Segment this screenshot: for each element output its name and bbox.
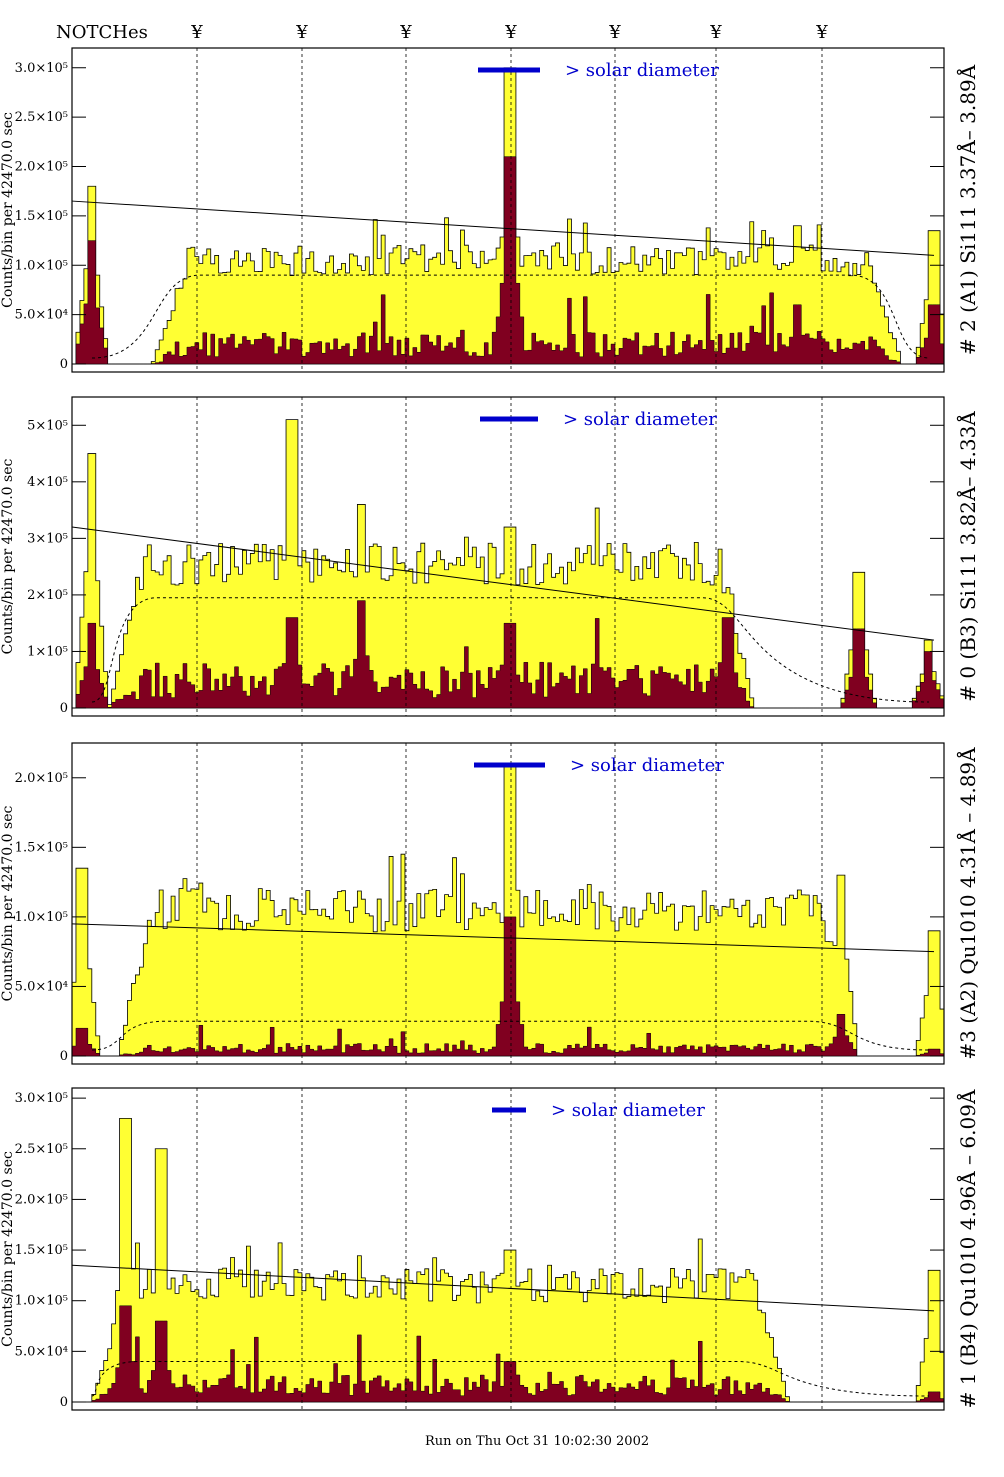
panel-label: #3 (A2) Qu1010 4.31Å – 4.89Å [955, 747, 980, 1060]
y-tick-label: 5.0×10⁴ [15, 979, 68, 994]
total-counts-histogram [71, 763, 945, 1057]
y-axis-label: Counts/bin per 42470.0 sec [0, 806, 16, 1002]
model-dashed-curve [91, 597, 930, 703]
y-tick-label: 3.0×10⁵ [15, 61, 68, 76]
trend-line [71, 200, 935, 256]
notch-marker-3: ¥ [399, 22, 412, 43]
y-tick-label: 2.5×10⁵ [15, 1142, 68, 1157]
notch-marker-2: ¥ [295, 22, 308, 43]
subset-counts-histogram [72, 156, 945, 365]
notch-marker-7: ¥ [815, 22, 828, 43]
model-dashed-curve [91, 1360, 930, 1397]
y-tick-label: 1×10⁵ [27, 644, 68, 659]
model-dashed-curve [91, 274, 930, 359]
y-tick-label: 1.0×10⁵ [15, 910, 68, 925]
y-axis-label: Counts/bin per 42470.0 sec [0, 459, 16, 655]
y-tick-label: 0 [60, 357, 68, 372]
trend-line [71, 526, 935, 641]
plot-frame [71, 742, 945, 1065]
subset-counts-histogram [72, 600, 945, 709]
notch-marker-5: ¥ [608, 22, 621, 43]
plot-frame [71, 1087, 945, 1411]
plot-frame [71, 47, 945, 373]
y-axis-label: Counts/bin per 42470.0 sec [0, 112, 16, 308]
y-tick-label: 1.5×10⁵ [15, 209, 68, 224]
y-tick-label: 5×10⁵ [27, 418, 68, 433]
y-tick-label: 1.0×10⁵ [15, 258, 68, 273]
y-tick-label: 1.0×10⁵ [15, 1294, 68, 1309]
panel-3: 0 5.0×10⁴ 1.0×10⁵ 1.5×10⁵ 2.0×10⁵ Counts/bin … [0, 742, 980, 1065]
y-tick-label: 2.0×10⁵ [15, 160, 68, 175]
notch-markers: ¥ ¥ ¥ ¥ ¥ ¥ ¥ [190, 22, 828, 43]
y-tick-label: 5.0×10⁴ [15, 1344, 68, 1359]
solar-diameter-label: > solar diameter [570, 755, 724, 776]
trend-line [71, 923, 935, 953]
y-tick-label: 3.0×10⁵ [15, 1091, 68, 1106]
y-axis-label: Counts/bin per 42470.0 sec [0, 1151, 16, 1347]
solar-diameter-label: > solar diameter [551, 1100, 705, 1121]
panel-label: # 1 (B4) Qu1010 4.96Å – 6.09Å [955, 1089, 980, 1408]
y-tick-label: 2.5×10⁵ [15, 110, 68, 125]
notch-marker-6: ¥ [709, 22, 722, 43]
panel-1: 0 5.0×10⁴ 1.0×10⁵ 1.5×10⁵ 2.0×10⁵ 2.5×10⁵ 3.0×… [0, 47, 980, 373]
panel-4: 0 5.0×10⁴ 1.0×10⁵ 1.5×10⁵ 2.0×10⁵ 2.5×10⁵ 3.0×… [0, 1087, 980, 1411]
y-tick-label: 2.0×10⁵ [15, 1192, 68, 1207]
panel-label: # 2 (A1) Si111 3.37Å– 3.89Å [955, 64, 980, 355]
run-footer: Run on Thu Oct 31 10:02:30 2002 [425, 1434, 649, 1449]
solar-diameter-label: > solar diameter [565, 60, 719, 81]
panel-label: # 0 (B3) Si111 3.82Å– 4.33Å [955, 411, 980, 702]
subset-counts-histogram [71, 916, 945, 1057]
total-counts-histogram [72, 1117, 945, 1403]
subset-counts-histogram [72, 1305, 945, 1403]
y-tick-label: 5.0×10⁴ [15, 308, 68, 323]
y-tick-label: 2.0×10⁵ [15, 771, 68, 786]
panel-2: 0 1×10⁵ 2×10⁵ 3×10⁵ 4×10⁵ 5×10⁵ Counts/bin per… [0, 396, 980, 717]
y-tick-label: 4×10⁵ [27, 475, 68, 490]
solar-diameter-label: > solar diameter [563, 409, 717, 430]
y-tick-label: 0 [60, 1395, 68, 1410]
notch-marker-1: ¥ [190, 22, 203, 43]
y-tick-label: 0 [60, 1049, 68, 1064]
y-tick-label: 1.5×10⁵ [15, 840, 68, 855]
y-tick-label: 1.5×10⁵ [15, 1243, 68, 1258]
y-tick-label: 2×10⁵ [27, 588, 68, 603]
y-tick-label: 0 [60, 701, 68, 716]
panels: 0 5.0×10⁴ 1.0×10⁵ 1.5×10⁵ 2.0×10⁵ 2.5×10⁵ 3.0×… [0, 47, 980, 1411]
trend-line [71, 1264, 935, 1312]
notch-marker-4: ¥ [504, 22, 517, 43]
plot-frame [71, 396, 945, 717]
y-tick-label: 3×10⁵ [27, 531, 68, 546]
notches-label: NOTCHes [56, 22, 148, 43]
model-dashed-curve [91, 1020, 930, 1051]
